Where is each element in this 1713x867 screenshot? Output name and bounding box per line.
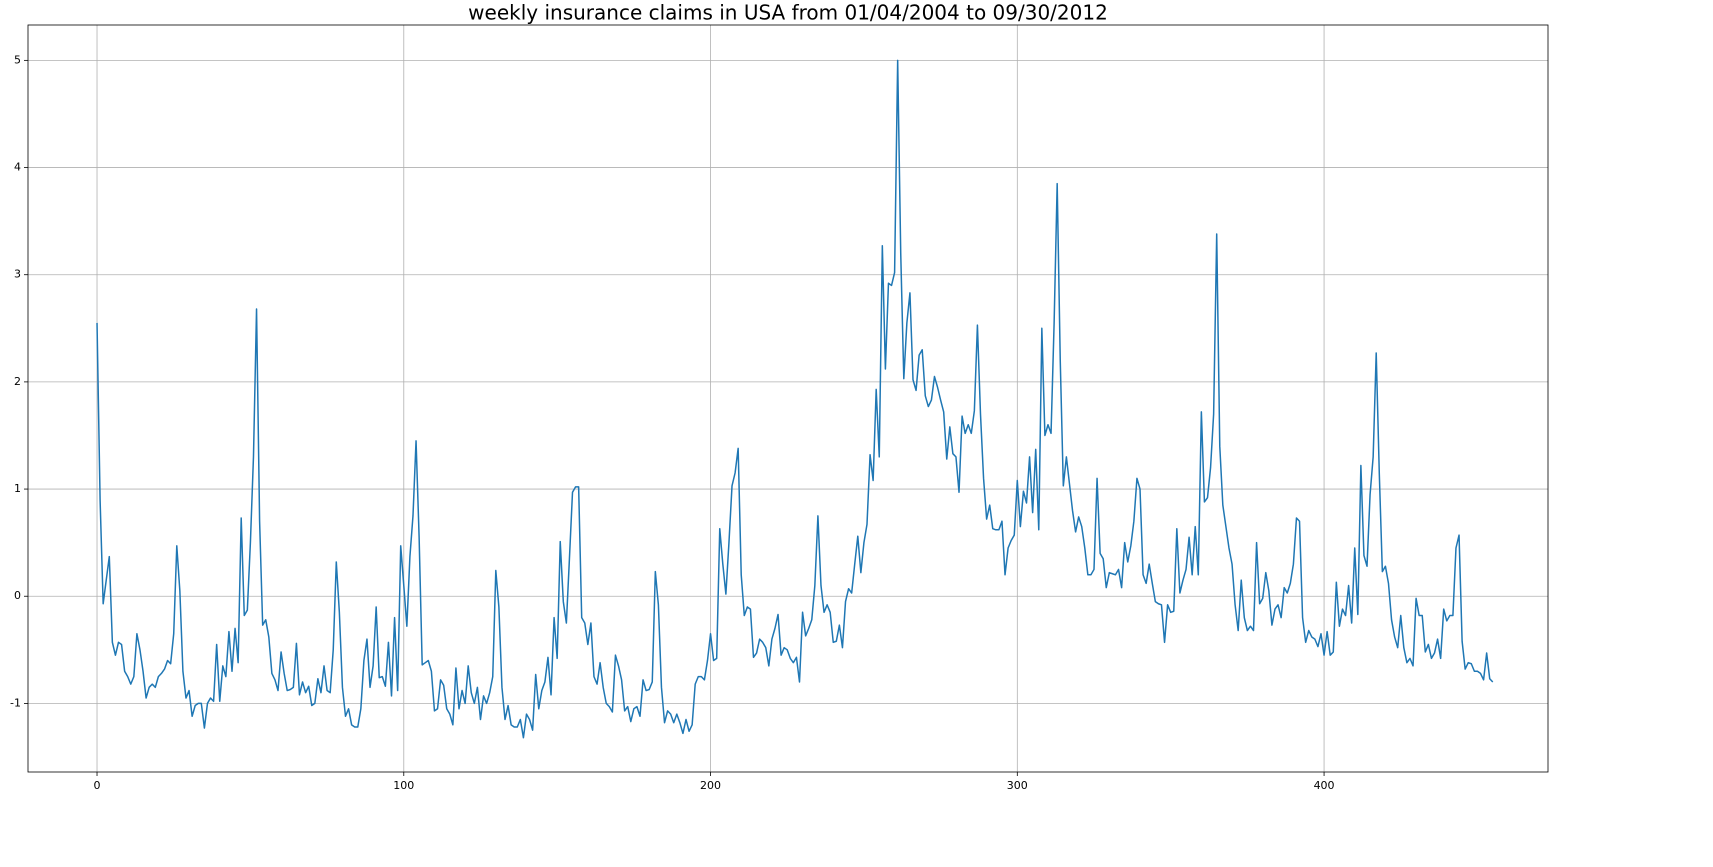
x-tick-label: 200 [700, 779, 721, 792]
x-tick-label: 400 [1314, 779, 1335, 792]
plot-frame [27, 24, 1549, 773]
x-tick-label: 0 [94, 779, 101, 792]
y-tick-label: 0 [14, 589, 21, 602]
y-tick-label: -1 [10, 696, 21, 709]
y-tick-label: 2 [14, 375, 21, 388]
chart-title: weekly insurance claims in USA from 01/0… [468, 1, 1108, 25]
y-tick-label: 1 [14, 482, 21, 495]
x-tick-label: 100 [393, 779, 414, 792]
data-line [96, 59, 1494, 739]
x-tick-label: 300 [1007, 779, 1028, 792]
y-tick-label: 5 [14, 53, 21, 66]
y-tick-label: 3 [14, 268, 21, 281]
y-tick-label: 4 [14, 161, 21, 174]
